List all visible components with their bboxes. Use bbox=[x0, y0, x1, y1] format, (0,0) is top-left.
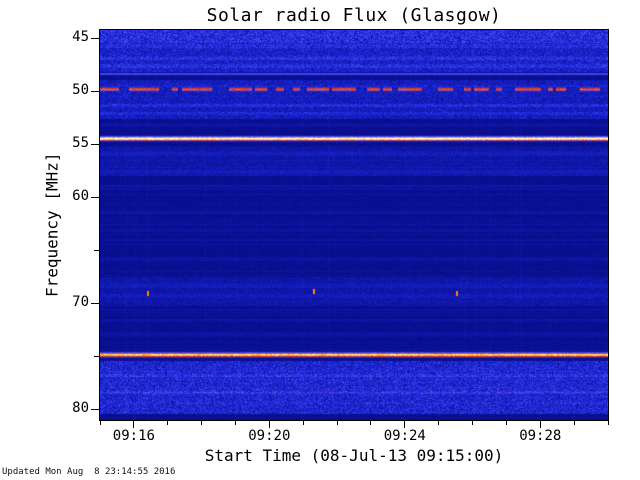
x-minor-tick bbox=[370, 421, 372, 425]
x-minor-tick bbox=[438, 421, 440, 425]
x-major-tick bbox=[133, 421, 135, 428]
x-axis-label: Start Time (08-Jul-13 09:15:00) bbox=[204, 446, 504, 465]
update-timestamp: Updated Mon Aug 8 23:14:55 2016 bbox=[2, 467, 176, 477]
x-minor-tick bbox=[133, 421, 135, 425]
spectrogram-canvas bbox=[100, 30, 608, 420]
x-tick-label: 09:28 bbox=[519, 428, 562, 444]
x-minor-tick bbox=[201, 421, 203, 425]
x-minor-tick bbox=[336, 421, 338, 425]
x-minor-tick bbox=[99, 421, 101, 425]
x-minor-tick bbox=[472, 421, 474, 425]
x-minor-tick bbox=[607, 421, 609, 425]
x-tick-label: 09:20 bbox=[248, 428, 291, 444]
y-major-tick bbox=[91, 302, 99, 304]
x-minor-tick bbox=[539, 421, 541, 425]
y-major-tick bbox=[91, 196, 99, 198]
x-minor-tick bbox=[404, 421, 406, 425]
x-minor-tick bbox=[302, 421, 304, 425]
y-axis-label: Frequency [MHz] bbox=[42, 152, 62, 298]
x-minor-tick bbox=[167, 421, 169, 425]
x-minor-tick bbox=[268, 421, 270, 425]
x-major-tick bbox=[268, 421, 270, 428]
chart-title: Solar radio Flux (Glasgow) bbox=[206, 5, 502, 26]
x-minor-tick bbox=[234, 421, 236, 425]
x-minor-tick bbox=[573, 421, 575, 425]
y-major-tick bbox=[91, 408, 99, 410]
x-major-tick bbox=[539, 421, 541, 428]
y-major-tick bbox=[91, 90, 99, 92]
y-major-tick bbox=[91, 37, 99, 39]
x-tick-label: 09:16 bbox=[112, 428, 155, 444]
x-major-tick bbox=[404, 421, 406, 428]
x-tick-label: 09:24 bbox=[383, 428, 426, 444]
plot-frame bbox=[99, 29, 609, 421]
x-minor-tick bbox=[505, 421, 507, 425]
y-major-tick bbox=[91, 143, 99, 145]
